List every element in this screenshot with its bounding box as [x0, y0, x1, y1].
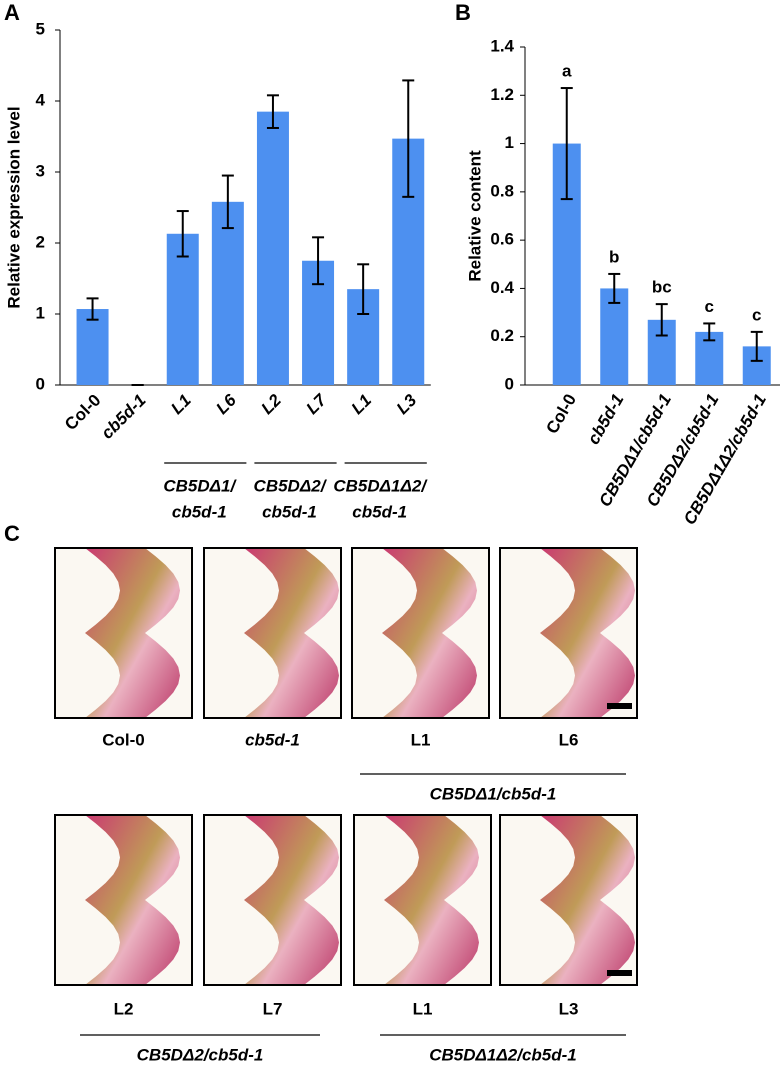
panel-label: C: [4, 521, 20, 546]
x-tick-label: L6: [212, 390, 240, 418]
group-label: CB5DΔ1/cb5d-1: [430, 784, 557, 803]
micrograph-caption: L7: [263, 999, 283, 1018]
micrograph-tissue: [85, 548, 180, 718]
micrograph-tissue: [382, 548, 477, 718]
micrograph-frame: [203, 814, 342, 986]
scale-bar: [607, 970, 632, 976]
y-tick-label: 0.6: [490, 230, 514, 249]
bar: [211, 201, 244, 385]
group-label: CB5DΔ2/: [254, 476, 328, 495]
significance-letter: c: [705, 297, 714, 316]
group-label: CB5DΔ2/cb5d-1: [137, 1045, 264, 1064]
micrograph-tissue: [540, 815, 635, 985]
y-axis-label: Relative content: [465, 150, 484, 282]
error-bar: [266, 94, 279, 129]
micrograph-frame: [54, 814, 193, 986]
error-bar: [176, 210, 189, 258]
error-bar: [312, 236, 325, 286]
y-tick-label: 0: [505, 374, 514, 393]
group-label: cb5d-1: [352, 502, 407, 521]
y-tick-label: 2: [36, 232, 45, 251]
significance-letter: b: [609, 247, 619, 266]
x-tick-label: cb5d-1: [97, 391, 149, 443]
y-tick-label: 0.2: [490, 326, 514, 345]
micrograph-caption: L1: [413, 999, 433, 1018]
micrograph-tissue: [540, 548, 635, 718]
x-tick-label: L1: [348, 391, 375, 418]
x-tick-label: L1: [167, 391, 194, 418]
micrograph-caption: L1: [411, 730, 431, 749]
group-label: cb5d-1: [172, 502, 227, 521]
group-label: CB5DΔ1Δ2/: [333, 476, 428, 495]
y-tick-label: 1: [505, 133, 514, 152]
significance-letter: c: [752, 305, 761, 324]
y-tick-label: 0.8: [490, 181, 514, 200]
x-tick-label: L7: [303, 389, 332, 418]
micrograph-frame: [499, 814, 638, 986]
panel-label: A: [4, 0, 20, 25]
y-tick-label: 1.2: [490, 85, 514, 104]
micrograph-frame: [353, 814, 492, 986]
error-bar: [750, 330, 763, 362]
micrograph-tissue: [384, 815, 479, 985]
y-tick-label: 0: [36, 374, 45, 393]
y-tick-label: 5: [36, 19, 45, 38]
micrograph-frame: [499, 547, 638, 719]
error-bar: [357, 263, 370, 315]
y-tick-label: 1.4: [490, 36, 514, 55]
x-tick-label: Col-0: [542, 391, 580, 437]
significance-letter: a: [562, 62, 572, 81]
error-bar: [221, 174, 234, 230]
micrograph-tissue: [244, 815, 339, 985]
micrograph-tissue: [244, 548, 339, 718]
y-axis-label: Relative expression level: [4, 106, 23, 308]
micrograph-frame: [203, 547, 342, 719]
error-bar: [86, 297, 99, 321]
error-bar: [655, 303, 668, 337]
group-label: CB5DΔ1Δ2/cb5d-1: [429, 1045, 577, 1064]
x-tick-label: L2: [257, 390, 285, 418]
micrograph-caption: cb5d-1: [245, 730, 300, 749]
y-tick-label: 3: [36, 161, 45, 180]
bar: [600, 288, 629, 385]
error-bar: [560, 87, 573, 201]
x-tick-label: cb5d-1: [584, 391, 628, 448]
group-label: cb5d-1: [262, 502, 317, 521]
micrograph-frame: [351, 547, 490, 719]
error-bar: [402, 79, 415, 198]
y-tick-label: 1: [36, 303, 45, 322]
y-tick-label: 0.4: [490, 278, 514, 297]
bar: [256, 111, 289, 386]
micrograph-caption: Col-0: [102, 730, 145, 749]
micrograph-tissue: [85, 815, 180, 985]
micrograph-caption: L3: [559, 999, 579, 1018]
y-tick-label: 4: [36, 90, 46, 109]
x-tick-label: L3: [393, 390, 421, 418]
error-bar: [608, 272, 621, 304]
micrograph-frame: [54, 547, 193, 719]
significance-letter: bc: [652, 278, 672, 297]
error-bar: [703, 322, 716, 342]
micrograph-caption: L6: [559, 730, 579, 749]
scale-bar: [607, 703, 632, 709]
bar: [166, 233, 199, 385]
bar: [76, 309, 109, 385]
micrograph-caption: L2: [114, 999, 134, 1018]
panel-label: B: [455, 0, 471, 25]
group-label: CB5DΔ1/: [163, 476, 237, 495]
